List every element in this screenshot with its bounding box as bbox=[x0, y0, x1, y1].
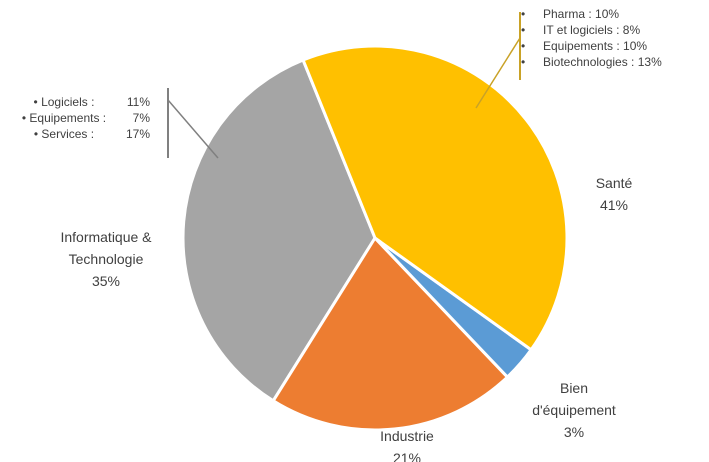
value-label: 3% bbox=[563, 424, 585, 440]
callout-line bbox=[475, 37, 521, 109]
annotation-item: • Equipements :7% bbox=[21, 111, 150, 125]
slice-label: Industrie 21% bbox=[352, 425, 462, 462]
pie-slice bbox=[181, 58, 377, 403]
annotation-item: • Logiciels :11% bbox=[33, 95, 150, 109]
callout-line bbox=[167, 99, 219, 159]
slice-label: Santé 41% bbox=[564, 172, 664, 216]
category-name: Industrie bbox=[380, 428, 434, 444]
value-label: 41% bbox=[599, 197, 629, 213]
annotation-value: 17% bbox=[125, 127, 150, 141]
category-name: Santé bbox=[595, 175, 633, 191]
annotation-value: 11% bbox=[126, 95, 150, 109]
annotation-label: Equipements : bbox=[29, 111, 107, 125]
category-name: Bien d'équipement bbox=[532, 380, 616, 418]
annotation-item: IT et logiciels : 8% bbox=[521, 22, 662, 38]
value-label: 35% bbox=[91, 273, 121, 289]
category-name: Informatique & Technologie bbox=[60, 229, 152, 267]
annotation-item: Pharma : 10% bbox=[521, 6, 662, 22]
annotation: • Logiciels :11% • Equipements :7% • Servi… bbox=[8, 94, 150, 142]
slice-label: Informatique & Technologie 35% bbox=[41, 226, 171, 292]
annotation-value: 7% bbox=[132, 111, 150, 125]
annotation-label: Logiciels : bbox=[41, 95, 95, 109]
value-label: 21% bbox=[392, 450, 422, 462]
annotation-label: Services : bbox=[41, 127, 95, 141]
annotation-item: • Services :17% bbox=[33, 127, 150, 141]
annotation-item: Equipements : 10% bbox=[521, 38, 662, 54]
annotation: Pharma : 10%IT et logiciels : 8%Equipeme… bbox=[521, 6, 662, 70]
slice-label: Bien d'équipement 3% bbox=[524, 377, 624, 443]
pie-slice bbox=[271, 235, 510, 432]
annotation-item: Biotechnologies : 13% bbox=[521, 54, 662, 70]
pie-slice bbox=[301, 44, 569, 352]
